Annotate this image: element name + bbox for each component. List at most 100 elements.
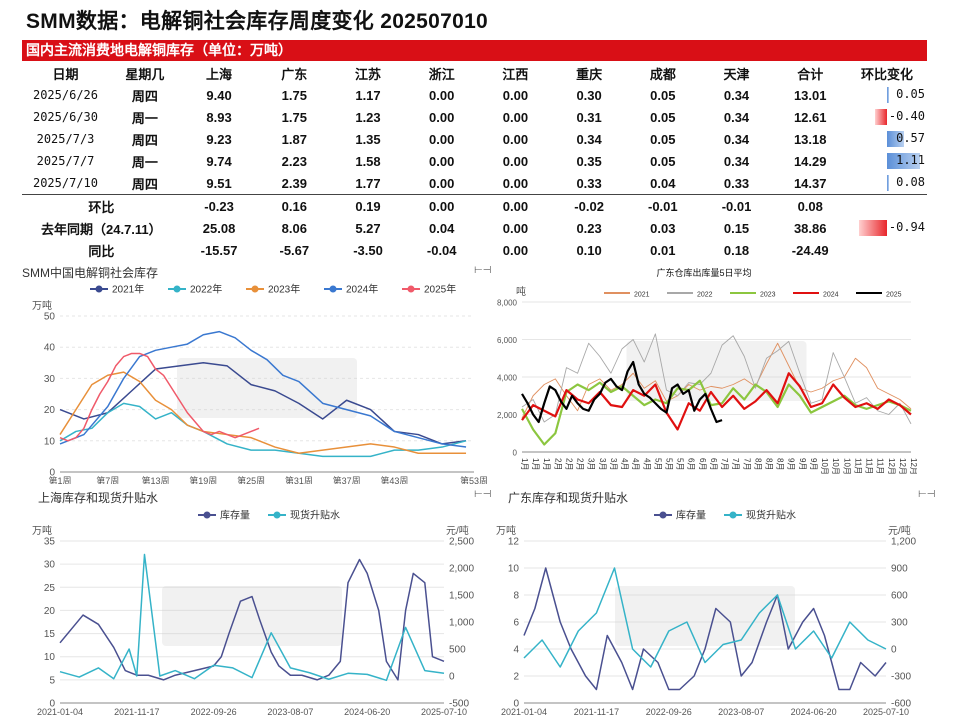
legend-marker <box>203 511 211 519</box>
value-cell: 1.23 <box>355 109 381 125</box>
expand-icon[interactable]: ⊢⊣ <box>918 489 936 500</box>
y-tick-label: 6,000 <box>497 336 518 345</box>
y-tick-label: 5 <box>49 675 55 686</box>
value-cell: 14.37 <box>793 175 827 191</box>
expand-icon[interactable]: ⊢⊣ <box>474 265 492 276</box>
value-cell: 0.00 <box>502 220 529 236</box>
value-cell: 0.10 <box>576 242 602 258</box>
y2-tick-label: 600 <box>891 591 908 602</box>
y-tick-label: 40 <box>44 343 56 354</box>
value-cell: 0.00 <box>429 153 455 169</box>
legend-label: 2025 <box>886 292 902 299</box>
y-tick-label: 25 <box>44 583 56 594</box>
value-cell: 0.00 <box>502 242 529 258</box>
table-row: 2025/7/7 周一 9.74 2.23 1.58 0.00 0.00 0.35 0.05 0.… <box>22 150 927 172</box>
value-cell: 1.75 <box>281 87 307 103</box>
series-line-0 <box>59 558 445 681</box>
chart3-title: 上海库存和现货升贴水 <box>38 491 159 505</box>
y-tick-label: 20 <box>44 606 56 617</box>
x-tick-label: 6月 <box>709 458 718 470</box>
x-tick-label: 2023-08-07 <box>718 707 764 717</box>
expand-icon[interactable]: ⊢⊣ <box>474 489 492 500</box>
value-cell: 0.05 <box>650 87 676 103</box>
change-cell: -0.94 <box>847 217 927 239</box>
x-tick-label: 2023-08-07 <box>267 707 313 717</box>
series-line-1 <box>523 567 887 668</box>
y-tick-label: 2 <box>513 672 519 683</box>
change-bar <box>875 109 888 125</box>
y2-tick-label: 900 <box>891 564 908 575</box>
column-header: 环比变化 <box>861 66 914 82</box>
value-cell: 0.15 <box>723 220 750 236</box>
column-header: 合计 <box>797 66 824 82</box>
y2-tick-label: 2,500 <box>449 537 474 548</box>
x-tick-label: 第43周 <box>380 475 408 484</box>
x-tick-label: 2025-07-10 <box>421 707 467 717</box>
row-label: 同比 <box>88 243 115 259</box>
value-cell: 0.00 <box>502 87 529 103</box>
legend-label: 现货升贴水 <box>290 509 340 522</box>
change-cell: 0.05 <box>847 84 927 106</box>
legend-marker <box>251 285 259 293</box>
value-cell: 0.00 <box>502 153 529 169</box>
x-tick-label: 第19周 <box>189 475 217 484</box>
value-cell: 0.34 <box>723 153 750 169</box>
x-tick-label: 7月 <box>742 458 751 470</box>
date-cell: 2025/6/30 <box>32 110 99 124</box>
empty-cell <box>847 194 927 217</box>
value-cell: 0.23 <box>576 220 602 236</box>
legend-label: 2021年 <box>112 283 144 296</box>
x-tick-label: 9月 <box>809 458 818 470</box>
x-tick-label: 1月 <box>531 458 540 470</box>
y-tick-label: 20 <box>44 405 56 416</box>
inventory-table: 日期 星期几 上海 广东 江苏 浙江 江西 重庆 成都 天津 合计 环比变化 2025/6/26 周四 9… <box>22 62 927 261</box>
x-tick-label: 4月 <box>620 458 629 470</box>
y-tick-label: 15 <box>44 629 56 640</box>
value-cell: 0.31 <box>576 109 602 125</box>
change-value: -0.40 <box>888 109 925 123</box>
change-cell: -0.40 <box>847 106 927 128</box>
table-row: 2025/6/30 周一 8.93 1.75 1.23 0.00 0.00 0.31 0.05 0… <box>22 106 927 128</box>
series-line-4 <box>521 360 723 424</box>
x-tick-label: 2021-01-04 <box>37 707 83 717</box>
series-line-0 <box>523 567 887 691</box>
x-tick-label: 1月 <box>542 458 551 470</box>
value-cell: 0.00 <box>429 131 455 147</box>
value-cell: 9.74 <box>206 153 232 169</box>
value-cell: -15.57 <box>200 242 238 258</box>
x-tick-label: 9月 <box>798 458 807 470</box>
x-tick-label: 第53周 <box>460 475 488 484</box>
legend-label: 2022年 <box>190 283 222 296</box>
value-cell: 1.87 <box>281 131 307 147</box>
row-label: 去年同期（24.7.11） <box>41 221 162 237</box>
y-tick-label: 10 <box>44 436 56 447</box>
y2-tick-label: -300 <box>891 672 911 683</box>
x-tick-label: 第1周 <box>48 475 71 484</box>
x-tick-label: 12月 <box>898 458 907 475</box>
chart4-title: 广东库存和现货升贴水 <box>508 491 629 505</box>
y2-tick-label: -500 <box>449 699 469 710</box>
column-header: 天津 <box>723 66 750 82</box>
change-bar <box>887 87 889 103</box>
value-cell: 0.34 <box>723 87 750 103</box>
value-cell: -0.01 <box>625 194 700 217</box>
table-row: 2025/7/3 周四 9.23 1.87 1.35 0.00 0.00 0.34 0.05 0.… <box>22 128 927 150</box>
y-tick-label: 0 <box>49 468 55 479</box>
legend-label: 2023年 <box>268 283 300 296</box>
column-header: 日期 <box>52 66 79 82</box>
weekday-cell: 周四 <box>131 176 158 192</box>
y-tick-label: 30 <box>44 560 56 571</box>
value-cell: 0.33 <box>576 175 602 191</box>
column-header: 江苏 <box>355 66 382 82</box>
x-tick-label: 第25周 <box>237 475 265 484</box>
x-tick-label: 12月 <box>887 458 896 475</box>
x-tick-label: 2月 <box>564 458 573 470</box>
value-cell: 0.00 <box>404 194 479 217</box>
shanghai-inventory-premium-chart: 0 5 10 15 20 25 30 35 -500 0 500 1,000 1,500 2,000 2,5… <box>32 509 474 718</box>
value-cell: 0.16 <box>257 194 332 217</box>
chart2-title: 广东仓库出库量5日平均 <box>656 267 751 278</box>
series-line-3 <box>521 372 912 431</box>
x-tick-label: 10月 <box>831 458 840 475</box>
series-line-1 <box>59 553 445 682</box>
